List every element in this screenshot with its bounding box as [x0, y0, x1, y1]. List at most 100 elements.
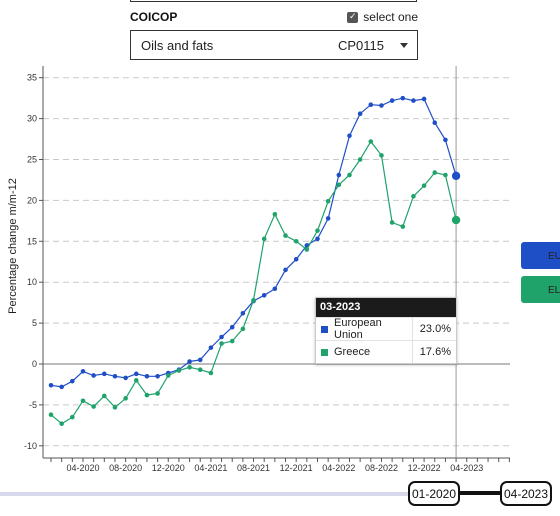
data-point-eu: [91, 373, 96, 378]
data-point-greece: [165, 373, 171, 378]
data-point-greece: [389, 220, 395, 225]
select-one-checkbox[interactable]: ✓: [347, 11, 359, 23]
data-point-eu: [102, 371, 107, 377]
data-point-greece: [112, 405, 118, 410]
data-point-eu: [144, 373, 150, 379]
chevron-down-icon: [400, 43, 408, 48]
data-point-eu: [272, 286, 278, 292]
data-point-greece: [70, 414, 75, 420]
data-point-eu: [240, 310, 246, 316]
data-point-eu: [451, 171, 461, 181]
data-point-greece: [133, 378, 139, 383]
y-tick-label: 20: [27, 195, 37, 205]
data-point-greece: [336, 182, 342, 188]
chart-tooltip: 03-2023 European Union 23.0% Greece 17.6…: [315, 297, 457, 364]
data-point-greece: [315, 228, 320, 233]
data-point-greece: [261, 236, 267, 242]
top-panel-frame: [130, 0, 417, 2]
range-start-handle[interactable]: 01-2020: [408, 481, 460, 506]
data-point-eu: [197, 357, 203, 363]
select-one-label: select one: [363, 10, 418, 24]
data-point-greece: [432, 170, 438, 175]
data-point-greece: [368, 139, 374, 144]
tooltip-swatch-greece: [321, 348, 328, 356]
data-point-greece: [304, 247, 310, 252]
date-range-track[interactable]: [0, 492, 560, 496]
tooltip-value-eu: 23.0%: [412, 318, 456, 340]
y-tick-label: 30: [27, 114, 37, 124]
data-point-eu: [112, 373, 118, 379]
data-point-greece: [80, 398, 86, 404]
legend-label-el: EL: [548, 285, 560, 296]
data-point-greece: [379, 153, 384, 158]
data-point-eu: [411, 98, 416, 103]
legend-item-el[interactable]: [521, 276, 560, 303]
x-tick-label: 08-2020: [109, 463, 142, 473]
data-point-eu: [400, 95, 406, 101]
y-tick-label: 15: [27, 236, 37, 246]
y-tick-label: -10: [24, 441, 37, 451]
data-point-eu: [347, 133, 352, 139]
data-point-greece: [411, 194, 416, 199]
legend-item-eu[interactable]: [521, 242, 560, 269]
data-point-greece: [251, 297, 256, 303]
select-one-toggle[interactable]: ✓ select one: [347, 10, 418, 24]
range-end-handle[interactable]: 04-2023: [500, 481, 552, 506]
data-point-eu: [432, 120, 438, 125]
y-tick-label: 5: [32, 318, 37, 328]
data-point-greece: [219, 341, 224, 346]
legend-label-eu: EU: [548, 251, 560, 262]
data-point-greece: [187, 364, 192, 370]
data-point-eu: [325, 216, 331, 221]
x-tick-label: 12-2021: [280, 463, 313, 473]
y-tick-label: 10: [27, 277, 37, 287]
coicop-dropdown[interactable]: Oils and fats CP0115: [130, 30, 418, 60]
data-point-greece: [144, 392, 150, 398]
data-point-eu: [133, 371, 139, 377]
axis-layer: -10 -5 0 5 10 15 20 25 30 35 04-2020 08-2020 12-2020…: [24, 66, 510, 473]
data-point-eu: [208, 345, 214, 350]
data-point-eu: [123, 375, 128, 381]
x-tick-label: 04-2022: [322, 463, 355, 473]
data-point-greece: [272, 212, 278, 217]
data-point-greece: [48, 412, 54, 418]
data-point-eu: [389, 98, 395, 103]
tooltip-name-eu: European Union: [334, 317, 382, 341]
data-point-eu: [336, 172, 342, 178]
data-point-eu: [421, 96, 427, 102]
data-point-eu: [368, 102, 374, 107]
data-point-eu: [48, 382, 54, 388]
x-tick-label: 04-2023: [450, 463, 483, 473]
x-tick-label: 04-2020: [66, 463, 99, 473]
data-point-greece: [357, 157, 363, 162]
tooltip-swatch-eu: [321, 325, 328, 333]
data-point-greece: [91, 404, 96, 409]
data-point-greece: [123, 396, 128, 401]
data-point-greece: [443, 172, 448, 178]
data-point-eu: [219, 334, 224, 340]
series-layer: [48, 95, 461, 427]
data-point-greece: [325, 198, 331, 204]
data-point-eu: [70, 378, 75, 384]
y-tick-label: 35: [27, 73, 37, 83]
dropdown-selected-name: Oils and fats: [141, 37, 214, 53]
data-point-greece: [451, 215, 461, 225]
dropdown-selected-code: CP0115: [338, 37, 385, 53]
data-point-eu: [261, 292, 267, 298]
coicop-label: COICOP: [130, 10, 178, 24]
data-point-eu: [80, 369, 86, 374]
x-tick-label: 12-2022: [408, 463, 441, 473]
x-tick-label: 08-2022: [365, 463, 398, 473]
data-point-eu: [187, 359, 192, 364]
tooltip-value-greece: 17.6%: [412, 341, 456, 363]
data-point-eu: [315, 236, 320, 242]
data-point-eu: [229, 324, 235, 330]
x-tick-label: 04-2021: [194, 463, 227, 473]
y-tick-label: -5: [29, 400, 37, 410]
data-point-greece: [240, 326, 246, 332]
grid-layer: [43, 77, 510, 447]
data-point-greece: [421, 183, 427, 188]
data-point-greece: [229, 338, 235, 344]
date-range-selection[interactable]: [458, 491, 502, 495]
